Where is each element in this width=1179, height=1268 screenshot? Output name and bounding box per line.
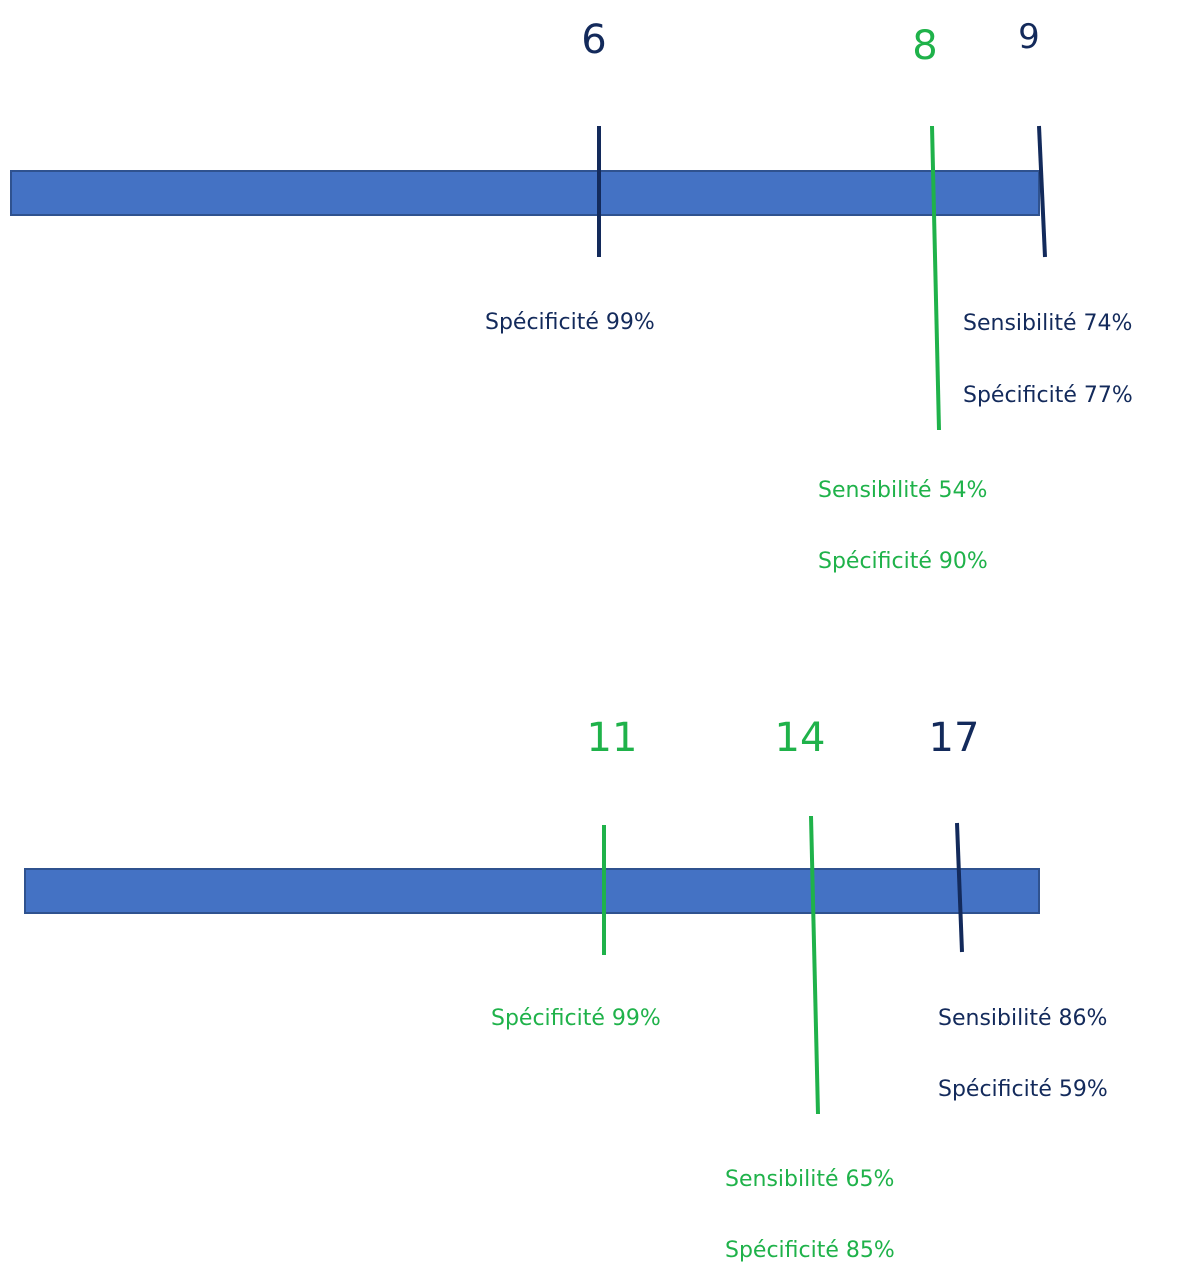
marker-9-sensitivity: Sensibilité 74% bbox=[963, 311, 1133, 336]
marker-6-value: 6 bbox=[581, 17, 607, 63]
marker-17-specificity: Spécificité 59% bbox=[938, 1077, 1108, 1102]
marker-14-specificity: Spécificité 85% bbox=[725, 1238, 895, 1263]
marker-17-value: 17 bbox=[928, 715, 980, 761]
marker-9-specificity: Spécificité 77% bbox=[963, 383, 1133, 408]
marker-14-value: 14 bbox=[774, 715, 826, 761]
marker-6-specificity: Spécificité 99% bbox=[485, 310, 655, 335]
tick-14 bbox=[809, 815, 820, 1115]
marker-11-value: 11 bbox=[586, 715, 638, 761]
marker-8-sensitivity: Sensibilité 54% bbox=[818, 478, 988, 503]
marker-14-sensitivity: Sensibilité 65% bbox=[725, 1167, 895, 1192]
marker-9-value: 9 bbox=[1018, 17, 1040, 57]
marker-8-value: 8 bbox=[912, 23, 938, 69]
scale-bar-2 bbox=[24, 868, 1040, 914]
scale-bar-1 bbox=[10, 170, 1040, 216]
marker-17-sensitivity: Sensibilité 86% bbox=[938, 1006, 1108, 1031]
marker-8-specificity: Spécificité 90% bbox=[818, 549, 988, 574]
marker-11-specificity: Spécificité 99% bbox=[491, 1006, 661, 1031]
